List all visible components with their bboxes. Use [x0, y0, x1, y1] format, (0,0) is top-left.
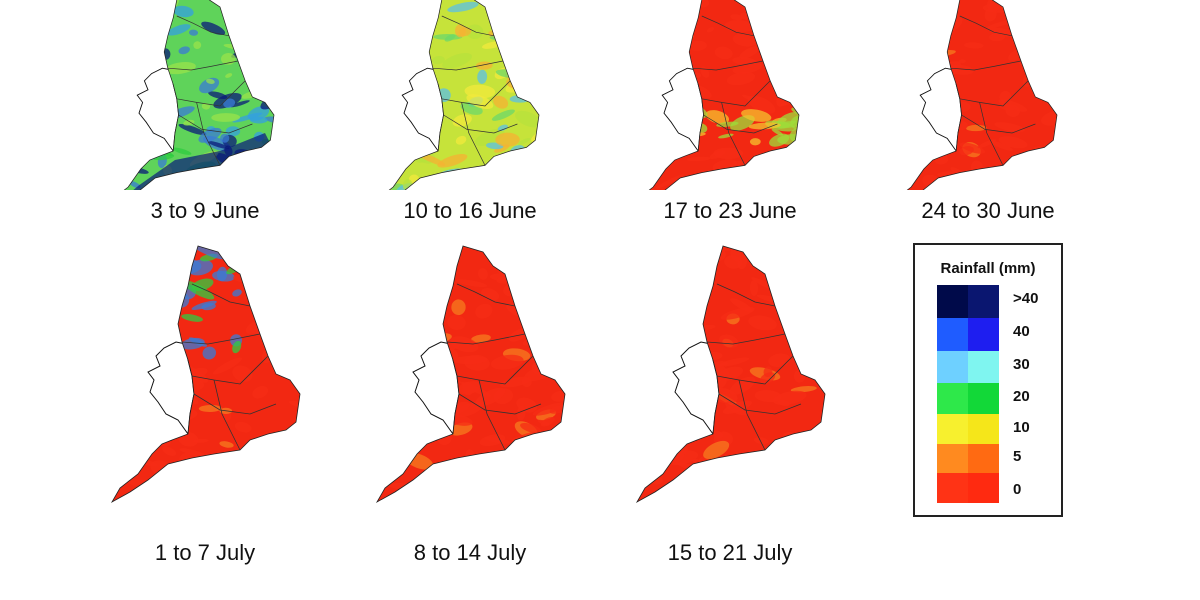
map-panel-5: 1 to 7 July [75, 238, 335, 568]
rainfall-map [887, 0, 1058, 190]
legend-swatch [968, 473, 999, 503]
region-boundary [441, 80, 511, 107]
region-boundary [959, 15, 1013, 37]
rainfall-legend: Rainfall (mm) >40 40 30 20 10 5 0 [913, 243, 1063, 517]
england-outline [906, 0, 1058, 190]
legend-label: 40 [1013, 323, 1030, 340]
region-boundary [721, 102, 746, 166]
map-panel-2: 10 to 16 June [340, 0, 600, 250]
region-boundary [181, 333, 261, 345]
legend-swatch [937, 351, 968, 383]
region-boundary [738, 379, 766, 451]
legend-swatch [968, 383, 999, 414]
region-boundary [441, 15, 495, 37]
england-outline [635, 245, 826, 504]
panel-caption: 1 to 7 July [154, 540, 256, 565]
legend-swatch [937, 444, 968, 473]
region-boundary [701, 80, 771, 107]
england-outline [110, 245, 301, 504]
legend-swatch [937, 473, 968, 503]
region-boundary [456, 355, 534, 385]
rainfall-map [104, 0, 275, 190]
region-boundary [692, 60, 764, 71]
legend-label: 10 [1013, 419, 1030, 436]
region-boundary [706, 333, 786, 345]
region-boundary [213, 379, 241, 451]
map-panel-3: 17 to 23 June [600, 0, 860, 250]
legend-swatch [937, 285, 968, 318]
legend-swatch [968, 351, 999, 383]
legend-swatch [937, 383, 968, 414]
england-outline [375, 245, 566, 504]
region-boundary [478, 379, 506, 451]
rainfall-map [110, 245, 301, 504]
england-outline [648, 0, 800, 190]
region-boundary [196, 102, 221, 166]
region-boundary [178, 114, 253, 134]
rainfall-map [629, 0, 800, 190]
region-boundary [461, 102, 486, 166]
map-panel-4: 24 to 30 June [858, 0, 1118, 250]
region-boundary [979, 102, 1004, 166]
panel-caption: 15 to 21 July [667, 540, 793, 565]
region-boundary [443, 114, 518, 134]
region-boundary [701, 15, 755, 37]
legend-label: 30 [1013, 356, 1030, 373]
legend-swatch [968, 444, 999, 473]
region-boundary [961, 114, 1036, 134]
legend-label: 20 [1013, 388, 1030, 405]
legend-swatch [968, 414, 999, 444]
region-boundary [959, 80, 1029, 107]
rainfall-map [375, 245, 566, 504]
legend-color-scale [937, 285, 999, 503]
region-boundary [950, 60, 1022, 71]
region-boundary [703, 114, 778, 134]
england-rainfall-area [907, 0, 1058, 190]
legend-label: >40 [1013, 290, 1039, 307]
legend-swatch [968, 285, 999, 318]
region-boundary [167, 60, 239, 71]
map-panel-6: 8 to 14 July [340, 238, 600, 568]
region-boundary [446, 333, 526, 345]
region-boundary [456, 283, 516, 307]
region-boundary [176, 15, 230, 37]
map-panel-1: 3 to 9 June [75, 0, 335, 250]
region-boundary [718, 393, 802, 415]
panel-caption: 24 to 30 June [921, 198, 1055, 223]
rainfall-map [635, 245, 826, 504]
region-boundary [191, 283, 251, 307]
panel-caption: 8 to 14 July [413, 540, 527, 565]
region-boundary [432, 60, 504, 71]
panel-caption: 17 to 23 June [663, 198, 797, 223]
region-boundary [458, 393, 542, 415]
region-boundary [716, 355, 794, 385]
legend-swatch [968, 318, 999, 351]
region-boundary [193, 393, 277, 415]
legend-label: 0 [1013, 481, 1022, 498]
panel-caption: 10 to 16 June [403, 198, 537, 223]
england-outline [123, 0, 275, 190]
map-panel-7: 15 to 21 July [600, 238, 860, 568]
panel-caption: 3 to 9 June [150, 198, 260, 223]
region-boundary [176, 80, 246, 107]
england-outline [388, 0, 540, 190]
england-rainfall-area [649, 0, 800, 190]
region-boundary [716, 283, 776, 307]
legend-title: Rainfall (mm) [940, 260, 1036, 277]
legend-swatch [937, 318, 968, 351]
rainfall-map [369, 0, 540, 190]
legend-label: 5 [1013, 448, 1022, 465]
legend-swatch [937, 414, 968, 444]
region-boundary [191, 355, 269, 385]
